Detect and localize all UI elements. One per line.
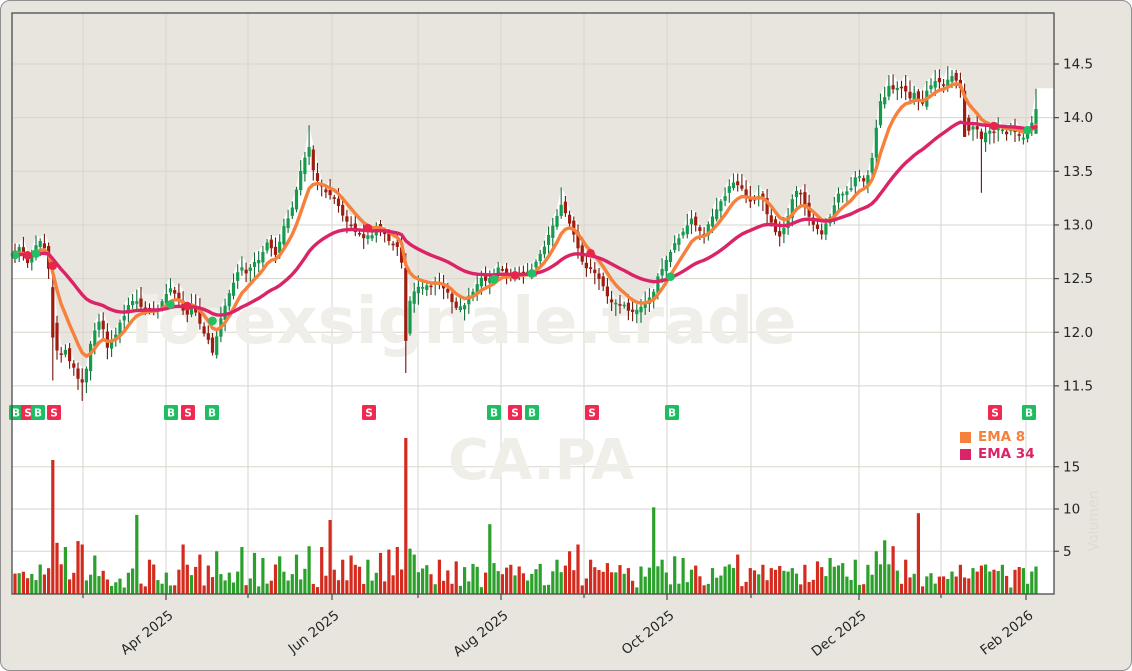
svg-text:Aug 2025: Aug 2025 [450, 608, 511, 661]
watermark-symbol: CA.PA [448, 428, 635, 493]
svg-text:Jun 2025: Jun 2025 [285, 608, 343, 658]
svg-text:S: S [365, 408, 373, 420]
svg-text:Feb 2026: Feb 2026 [977, 608, 1036, 659]
watermark-volume-axis-label: Volumen [1086, 491, 1102, 552]
under-price-fill [12, 65, 1054, 594]
svg-text:Apr 2025: Apr 2025 [118, 608, 177, 659]
svg-text:B: B [1025, 408, 1033, 420]
legend-label-ema34: EMA 34 [978, 446, 1035, 462]
svg-text:12.5: 12.5 [1063, 271, 1093, 287]
svg-text:14.0: 14.0 [1063, 110, 1093, 126]
legend-item-ema8: EMA 8 [960, 430, 1035, 444]
svg-text:S: S [588, 408, 596, 420]
x-axis-labels: Apr 2025 Jun 2025 Aug 2025 Oct 2025 Dec 2025… [82, 594, 1036, 661]
svg-text:B: B [208, 408, 216, 420]
svg-text:13.0: 13.0 [1063, 217, 1093, 233]
signal-dots [10, 121, 1032, 326]
volume-axis-labels: 15 10 5 [1054, 459, 1080, 560]
gridlines [12, 13, 1054, 594]
svg-text:Dec 2025: Dec 2025 [809, 608, 870, 660]
svg-text:S: S [24, 408, 32, 420]
svg-text:S: S [511, 408, 519, 420]
svg-text:B: B [668, 408, 676, 420]
svg-text:Oct 2025: Oct 2025 [619, 608, 678, 659]
svg-text:13.5: 13.5 [1063, 164, 1093, 180]
svg-text:B: B [490, 408, 498, 420]
chart-legend: EMA 8 EMA 34 [960, 430, 1035, 461]
svg-text:15: 15 [1063, 459, 1080, 475]
axes-frame [11, 12, 1055, 595]
ema8-swatch-icon [960, 431, 971, 443]
price-axis-labels: 14.5 14.0 13.5 13.0 12.5 12.0 11.5 [1054, 57, 1093, 394]
legend-label-ema8: EMA 8 [978, 429, 1026, 445]
svg-text:12.0: 12.0 [1063, 325, 1093, 341]
svg-text:B: B [12, 408, 20, 420]
svg-text:10: 10 [1063, 502, 1080, 518]
svg-text:B: B [528, 408, 536, 420]
ema34-swatch-icon [960, 448, 971, 460]
svg-text:S: S [184, 408, 192, 420]
svg-text:14.5: 14.5 [1063, 57, 1093, 73]
legend-item-ema34: EMA 34 [960, 447, 1035, 461]
svg-text:5: 5 [1063, 544, 1072, 560]
svg-text:S: S [50, 408, 58, 420]
svg-text:S: S [991, 408, 999, 420]
svg-text:B: B [34, 408, 42, 420]
svg-text:11.5: 11.5 [1063, 378, 1093, 394]
volume-bars [13, 438, 1038, 594]
svg-text:B: B [167, 408, 175, 420]
